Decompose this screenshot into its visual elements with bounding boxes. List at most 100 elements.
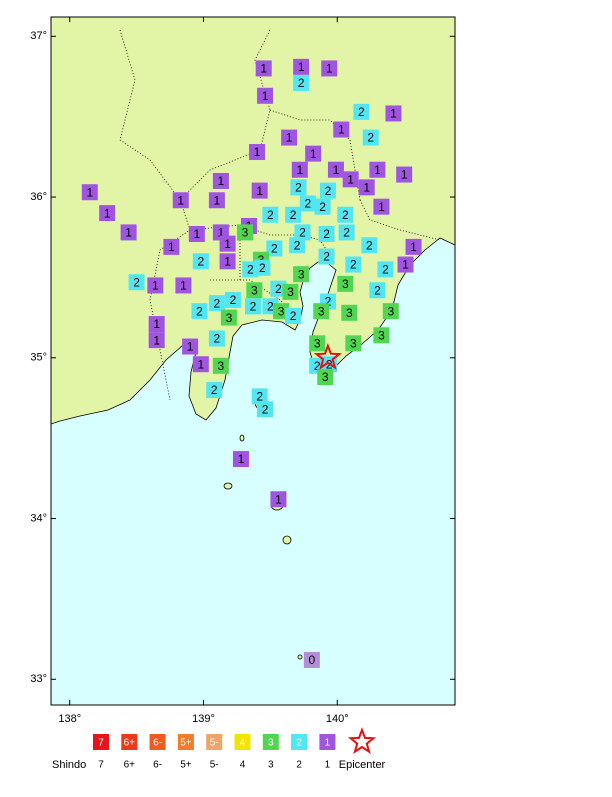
station-marker <box>345 335 362 352</box>
station-intensity: 3 <box>314 336 321 350</box>
station-intensity: 1 <box>153 333 160 347</box>
station-intensity: 2 <box>214 332 221 346</box>
station-intensity: 1 <box>310 147 317 161</box>
station-marker <box>188 226 205 243</box>
legend-swatch <box>121 734 138 750</box>
station-marker <box>206 381 223 398</box>
station-marker <box>299 195 316 212</box>
station-marker <box>382 303 399 320</box>
station-marker <box>257 401 274 418</box>
station-intensity: 1 <box>224 255 231 269</box>
station-marker <box>219 235 236 252</box>
station-intensity: 2 <box>247 263 254 277</box>
station-marker <box>285 307 302 324</box>
legend-swatch-label: 7 <box>98 738 104 749</box>
station-intensity: 1 <box>286 131 293 145</box>
legend-swatch-label: 6- <box>153 738 162 749</box>
station-marker <box>249 144 266 161</box>
legend-swatch-label: 2 <box>296 738 302 749</box>
station-marker <box>358 179 375 196</box>
station-marker <box>147 277 164 294</box>
station-intensity: 1 <box>378 200 385 214</box>
station-intensity: 1 <box>125 226 132 240</box>
station-intensity: 3 <box>378 328 385 342</box>
epicenter-star <box>347 727 377 755</box>
legend-swatch <box>206 734 223 750</box>
station-intensity: 1 <box>333 163 340 177</box>
station-intensity: 1 <box>193 227 200 241</box>
station-intensity: 2 <box>214 296 221 310</box>
legend-swatch-label: 1 <box>325 738 331 749</box>
station-intensity: 2 <box>290 309 297 323</box>
station-intensity: 2 <box>314 359 321 373</box>
station-intensity: 2 <box>366 238 373 252</box>
station-intensity: 2 <box>250 300 257 314</box>
station-intensity: 2 <box>290 208 297 222</box>
station-marker <box>397 256 414 273</box>
station-intensity: 3 <box>298 267 305 281</box>
map-frame <box>50 16 456 706</box>
station-marker <box>319 182 336 199</box>
station-marker <box>353 103 370 120</box>
station-marker <box>385 105 402 122</box>
station-intensity: 1 <box>214 193 221 207</box>
station-marker <box>337 275 354 292</box>
station-intensity: 2 <box>259 261 266 275</box>
station-intensity: 2 <box>358 105 365 119</box>
legend-swatch <box>149 734 166 750</box>
station-marker <box>208 295 225 312</box>
station-intensity: 2 <box>323 250 330 264</box>
station-intensity: 3 <box>342 277 349 291</box>
lon-tick-label: 138° <box>58 713 81 725</box>
station-marker <box>303 651 320 668</box>
station-intensity: 1 <box>326 62 333 76</box>
station-marker <box>373 198 390 215</box>
legend-level-label: 7 <box>98 760 104 771</box>
legend-level-label: 4 <box>240 760 246 771</box>
station-marker <box>342 171 359 188</box>
station-intensity: 2 <box>267 208 274 222</box>
station-marker <box>337 206 354 223</box>
station-marker <box>172 192 189 209</box>
station-marker <box>309 335 326 352</box>
station-intensity: 2 <box>295 181 302 195</box>
station-intensity: 2 <box>211 383 218 397</box>
station-marker <box>220 309 237 326</box>
station-intensity: 1 <box>262 89 269 103</box>
station-marker <box>294 224 311 241</box>
station-intensity: 3 <box>350 336 357 350</box>
station-marker <box>273 303 290 320</box>
station-intensity: 1 <box>363 181 370 195</box>
station-intensity: 3 <box>322 370 329 384</box>
station-marker <box>257 87 274 104</box>
station-intensity: 1 <box>410 240 417 254</box>
station-intensity: 2 <box>305 197 312 211</box>
station-intensity: 1 <box>402 258 409 272</box>
station-intensity: 1 <box>296 163 303 177</box>
station-marker <box>212 357 229 374</box>
legend-level-label: 6+ <box>124 760 136 771</box>
station-intensity: 1 <box>180 279 187 293</box>
legend-level-label: 1 <box>325 760 331 771</box>
station-intensity: 2 <box>275 282 282 296</box>
epicenter-star <box>313 342 343 370</box>
legend-level-label: 6- <box>153 760 162 771</box>
station-marker <box>362 129 379 146</box>
station-marker <box>318 248 335 265</box>
station-intensity: 1 <box>86 185 93 199</box>
station-marker <box>270 280 287 297</box>
station-intensity: 2 <box>323 227 330 241</box>
station-marker <box>192 253 209 270</box>
station-marker <box>289 237 306 254</box>
station-marker <box>396 166 413 183</box>
lat-tick-label: 34° <box>30 512 47 524</box>
station-marker <box>262 206 279 223</box>
station-marker <box>236 224 253 241</box>
lat-tick-label: 37° <box>30 30 47 42</box>
station-intensity: 0 <box>309 653 316 667</box>
legend-epicenter-label: Epicenter <box>339 759 386 771</box>
station-marker <box>321 60 338 77</box>
lat-tick-label: 35° <box>30 352 47 364</box>
legend-swatch-label: 5+ <box>180 738 192 749</box>
